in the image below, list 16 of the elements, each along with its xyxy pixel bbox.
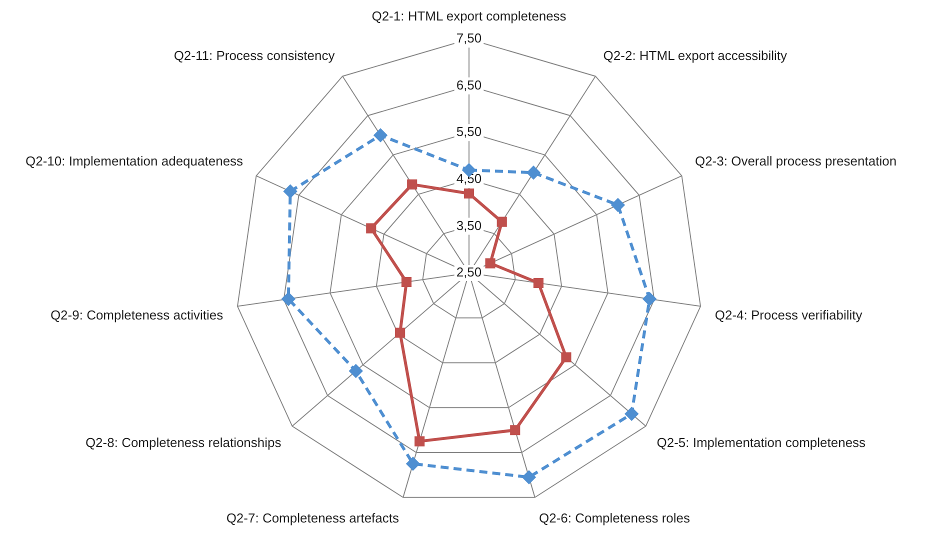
y-tick-label: 5,50 — [456, 124, 482, 140]
spoke-label: Q2-5: Implementation completeness — [656, 435, 866, 450]
y-tick-label: 7,50 — [456, 30, 482, 46]
spoke-label: Q2-8: Completeness relationships — [85, 435, 282, 450]
spoke-label: Q2-2: HTML export accessibility — [603, 48, 788, 63]
spoke-label: Q2-4: Process verifiability — [714, 308, 863, 323]
spoke-label: Q2-11: Process consistency — [174, 48, 336, 63]
spoke-label: Q2-6: Completeness roles — [538, 510, 690, 526]
y-tick-label: 2,50 — [456, 264, 482, 280]
spoke-label: Q2-10: Implementation adequateness — [26, 154, 244, 169]
y-tick-label: 6,50 — [456, 77, 482, 92]
spoke-label: Q2-9: Completeness activities — [50, 308, 224, 323]
spoke-label: Q2-7: Completeness artefacts — [226, 510, 400, 526]
spoke-label: Q2-1: HTML export completeness — [372, 8, 567, 24]
spoke-label: Q2-3: Overall process presentation — [694, 154, 897, 169]
y-tick-label: 3,50 — [456, 218, 482, 233]
